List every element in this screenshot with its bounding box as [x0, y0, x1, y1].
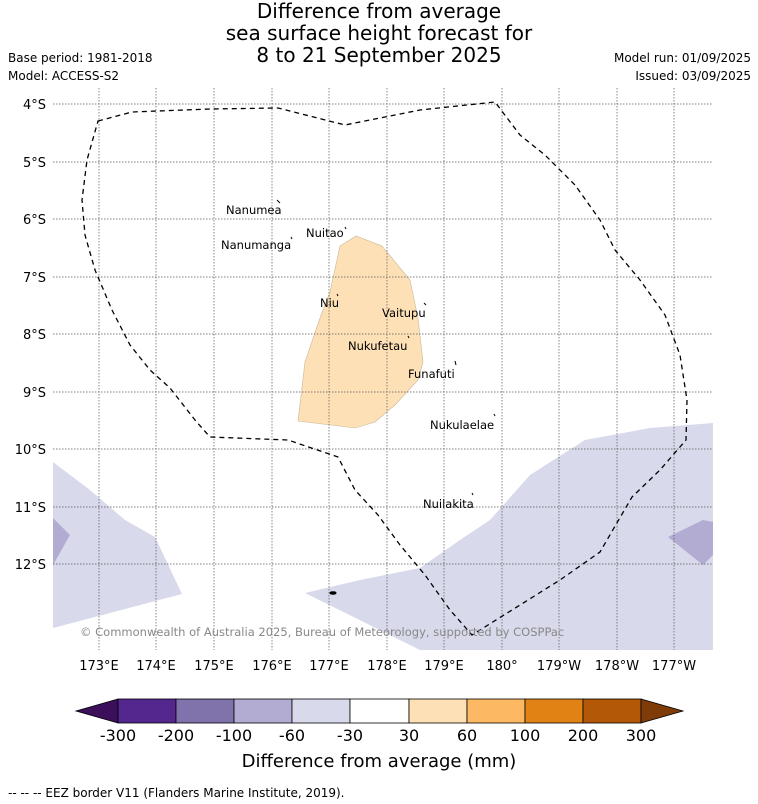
lon-label: 178°W: [595, 659, 639, 674]
lat-label: 9°S: [23, 386, 46, 401]
colorbar-tick: 200: [568, 726, 599, 745]
anomaly-fill: [53, 235, 713, 650]
colorbar-tick: -300: [100, 726, 136, 745]
negative-anomaly-region: [53, 462, 182, 628]
title-line-3: 8 to 21 September 2025: [256, 43, 502, 67]
colorbar-extend-high: [640, 698, 685, 724]
colorbar-segment: [524, 698, 584, 724]
lon-label: 177°W: [652, 659, 696, 674]
colorbar-segment: [233, 698, 293, 724]
colorbar-label: Difference from average (mm): [242, 751, 517, 772]
lon-label: 173°E: [79, 659, 119, 674]
positive-anomaly-region: [297, 235, 424, 429]
colorbar-tick: 30: [399, 726, 419, 745]
colorbar-segment: [117, 698, 177, 724]
graticule: [53, 88, 713, 650]
map-title: Difference from average sea surface heig…: [0, 0, 758, 66]
lon-label: 179°W: [537, 659, 581, 674]
colorbar-tick: -30: [337, 726, 363, 745]
colorbar-tick: 100: [510, 726, 541, 745]
label-vaitupu: Vaitupu: [382, 306, 426, 320]
label-nanumea: Nanumea: [226, 203, 282, 217]
colorbar-segment: [408, 698, 468, 724]
label-nuitao: Nuitao: [306, 226, 344, 240]
lat-label: 12°S: [15, 558, 46, 573]
colorbar: [74, 698, 685, 724]
meta-left: Base period: 1981-2018 Model: ACCESS-S2: [8, 49, 153, 85]
issued-date: Issued: 03/09/2025: [635, 69, 751, 83]
colorbar-segment: [582, 698, 642, 724]
colorbar-tick: -60: [279, 726, 305, 745]
strong-negative-anomaly-region-east: [668, 520, 713, 565]
meta-right: Model run: 01/09/2025 Issued: 03/09/2025: [614, 49, 751, 85]
label-nuilakita: Nuilakita: [423, 497, 474, 511]
colorbar-tick: -100: [216, 726, 252, 745]
strong-negative-anomaly-region: [53, 518, 70, 565]
lat-label: 6°S: [23, 213, 46, 228]
lat-label: 7°S: [23, 271, 46, 286]
lat-label: 10°S: [15, 443, 46, 458]
lat-label: 5°S: [23, 156, 46, 171]
label-funafuti: Funafuti: [408, 367, 455, 381]
lon-label: 177°E: [309, 659, 349, 674]
colorbar-tick: -200: [158, 726, 194, 745]
island-markers: [276, 199, 496, 595]
negative-anomaly-region-east: [305, 423, 713, 650]
label-nukufetau: Nukufetau: [348, 339, 407, 353]
colorbar-tick: 300: [626, 726, 657, 745]
colorbar-segment: [466, 698, 526, 724]
longitude-labels: 173°E 174°E 175°E 176°E 177°E 178°E 179°…: [79, 659, 696, 674]
colorbar-segment: [349, 698, 410, 724]
lat-label: 11°S: [15, 501, 46, 516]
title-line-1: Difference from average: [256, 0, 502, 23]
label-niu: Niu: [320, 296, 339, 310]
label-nukulaelae: Nukulaelae: [430, 418, 494, 432]
lon-label: 178°E: [367, 659, 407, 674]
colorbar-ticks: -300 -200 -100 -60 -30 30 60 100 200 300: [100, 726, 656, 745]
lon-label: 179°E: [424, 659, 464, 674]
lat-label: 8°S: [23, 328, 46, 343]
colorbar-tick: 60: [457, 726, 477, 745]
island-labels: Nanumea Nuitao Nanumanga Niu Vaitupu Nuk…: [221, 203, 494, 511]
copyright-notice: © Commonwealth of Australia 2025, Bureau…: [80, 625, 564, 639]
colorbar-segment: [175, 698, 235, 724]
lat-label: 4°S: [23, 98, 46, 113]
model-run: Model run: 01/09/2025: [613, 51, 751, 65]
title-line-2: sea surface height forecast for: [225, 21, 533, 45]
lon-label: 180°: [486, 659, 517, 674]
lon-label: 176°E: [252, 659, 292, 674]
label-nanumanga: Nanumanga: [221, 238, 291, 252]
latitude-labels: 4°S 5°S 6°S 7°S 8°S 9°S 10°S 11°S 12°S: [15, 98, 46, 573]
lon-label: 174°E: [136, 659, 176, 674]
eez-footnote: -- -- -- EEZ border V11 (Flanders Marine…: [8, 786, 345, 800]
base-period: Base period: 1981-2018: [8, 51, 153, 65]
lon-label: 175°E: [194, 659, 234, 674]
colorbar-extend-low: [74, 698, 119, 724]
colorbar-segment: [291, 698, 351, 724]
model-name: Model: ACCESS-S2: [8, 69, 120, 83]
